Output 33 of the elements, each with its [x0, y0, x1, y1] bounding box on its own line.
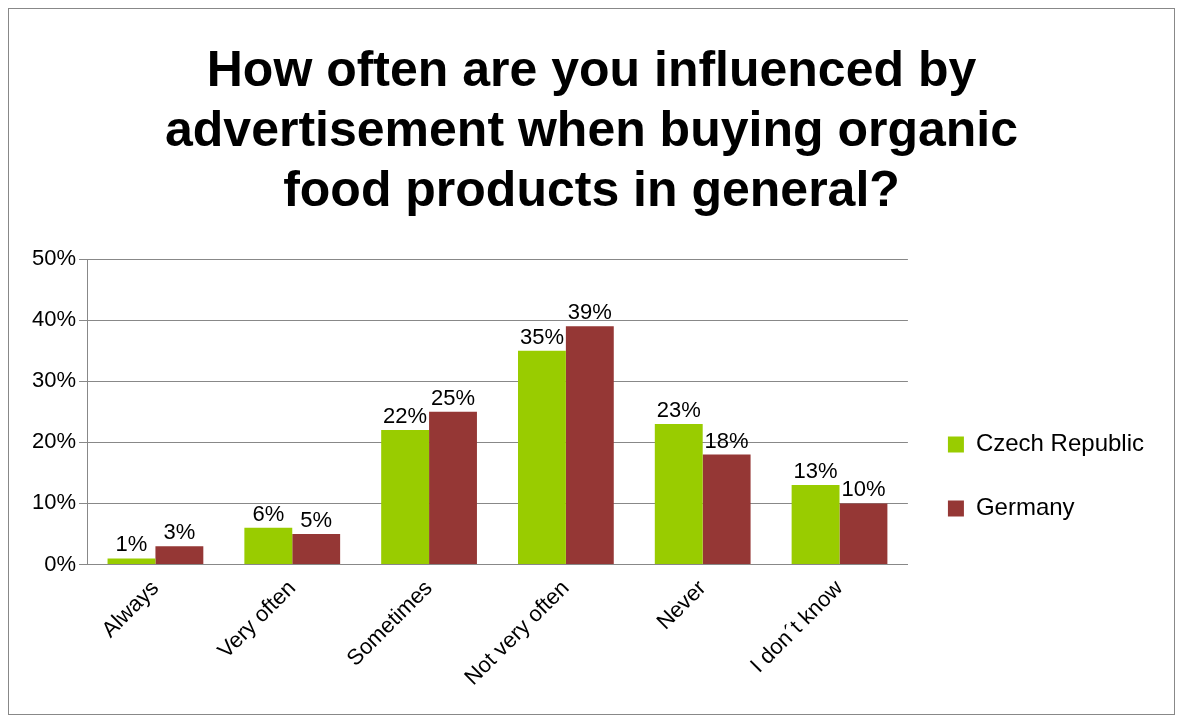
bar	[292, 533, 341, 564]
data-label: 5%	[300, 507, 333, 533]
bar	[107, 558, 156, 564]
bar	[244, 527, 293, 564]
data-label: 22%	[383, 403, 428, 429]
data-label: 18%	[704, 427, 749, 453]
bar	[429, 411, 477, 564]
y-tick-label: 20%	[31, 428, 77, 454]
data-label: 39%	[567, 299, 612, 325]
y-tick-label: 30%	[31, 367, 77, 393]
bar	[565, 326, 614, 564]
bar	[381, 430, 430, 564]
data-label: 3%	[163, 519, 196, 545]
bar	[155, 546, 204, 564]
y-tick-label: 50%	[31, 245, 77, 271]
data-label: 10%	[841, 476, 886, 502]
y-tick-label: 0%	[44, 550, 77, 576]
data-label: 1%	[115, 531, 148, 557]
y-tick-label: 10%	[31, 489, 77, 515]
legend-label: Germany	[975, 493, 1075, 521]
bar	[791, 485, 840, 564]
bar	[839, 503, 888, 564]
chart-title: How often are you influenced by advertisement when buying organic food products in general?	[164, 40, 1019, 219]
data-label: 13%	[793, 458, 838, 484]
data-label: 25%	[430, 384, 476, 410]
legend-label: Czech Republic	[975, 429, 1145, 457]
y-tick-label: 40%	[31, 306, 77, 332]
data-label: 23%	[656, 397, 701, 423]
bar	[654, 423, 703, 564]
data-label: 6%	[252, 500, 285, 526]
data-label: 35%	[519, 323, 564, 349]
bar	[518, 350, 566, 564]
bar	[702, 454, 751, 564]
